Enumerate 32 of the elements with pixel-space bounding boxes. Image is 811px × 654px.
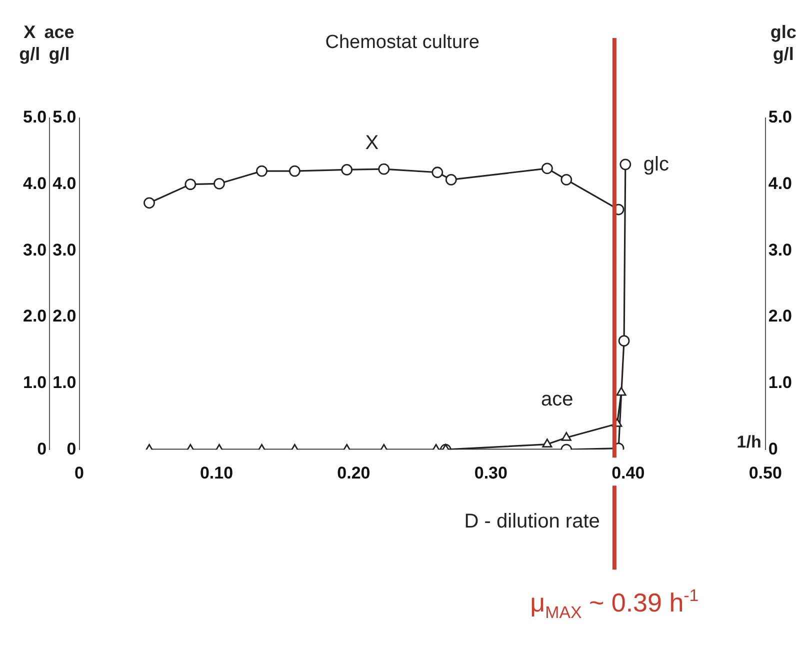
y3-tick-label: 4.0 [22,174,47,194]
annotation: 1/h [736,432,762,452]
y3-tick-label: 1.0 [22,372,47,392]
series-label: X [365,132,379,154]
series-label: glc [643,153,669,176]
y3-tick-label: 0 [37,439,47,458]
y3-tick-label: 3.0 [22,240,47,260]
x-axis-title: D - dilution rate [464,510,600,533]
x-tick-label: 0.50 [748,463,782,482]
y-tick-label: 1.0 [52,372,76,392]
y2-axis-title: glc g/l [770,22,796,64]
y3-axis-title: ace g/l [44,22,74,64]
y3-tick-label: 5.0 [22,108,47,127]
y-axis-title: X g/l [19,22,40,64]
y-tick-label: 5.0 [52,108,76,127]
y-tick-label: 3.0 [52,240,76,260]
y2-tick-label: 5.0 [768,108,792,127]
y2-tick-label: 1.0 [768,372,792,392]
x-tick-label: 0.40 [612,463,645,482]
y2-tick-label: 3.0 [768,240,792,260]
x-tick-label: 0.10 [200,463,234,482]
y2-tick-label: 0 [768,439,778,458]
series-label: ace [541,388,574,411]
y3-tick-label: 2.0 [22,306,47,326]
y2-tick-label: 2.0 [768,306,792,326]
y2-tick-label: 4.0 [768,174,792,194]
x-tick-label: 0.20 [337,463,370,482]
y-tick-label: 0 [66,439,76,458]
x-tick-label: 0.30 [474,463,508,482]
y-tick-label: 4.0 [52,174,76,194]
y-tick-label: 2.0 [52,306,76,326]
chart-title: Chemostat culture [325,32,480,53]
